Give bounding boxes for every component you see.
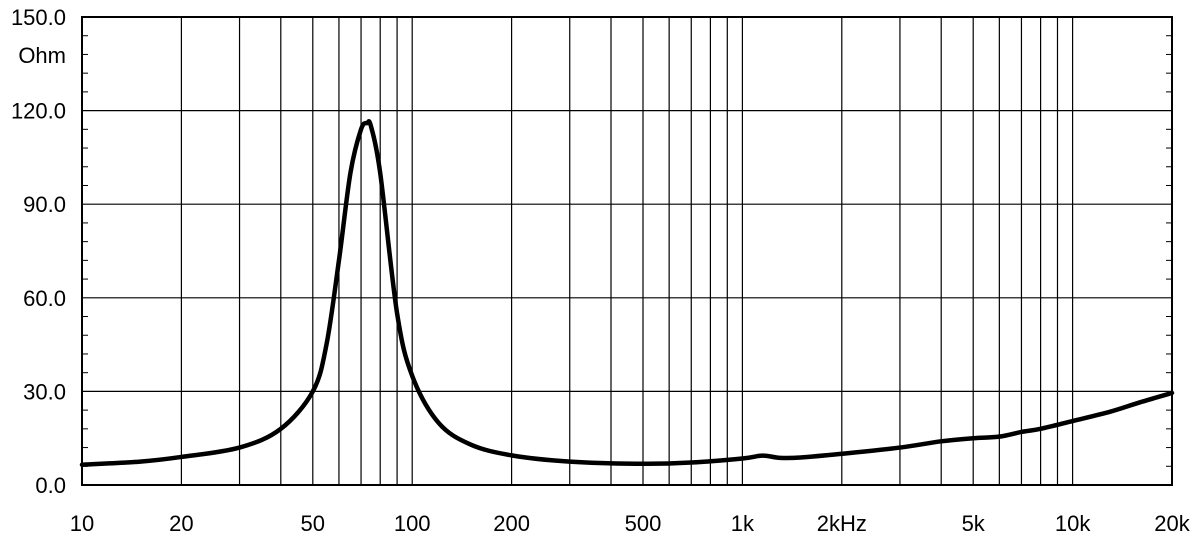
y-tick-label: 60.0: [23, 286, 66, 311]
y-axis-tick-labels: 0.0 30.0 60.0 90.0 120.0 150.0: [11, 5, 66, 498]
y-tick-label: 120.0: [11, 99, 66, 124]
impedance-series-line: [79, 119, 1175, 467]
y-tick-label: 30.0: [23, 379, 66, 404]
x-tick-label: 10: [70, 511, 94, 536]
x-tick-label: 10k: [1055, 511, 1091, 536]
y-tick-label: 150.0: [11, 5, 66, 30]
x-tick-label: 1k: [731, 511, 755, 536]
plot-frame: [81, 16, 1173, 486]
x-tick-label: 100: [394, 511, 431, 536]
x-tick-label: 5k: [962, 511, 986, 536]
x-tick-label: 20: [169, 511, 193, 536]
x-tick-label: 500: [625, 511, 662, 536]
x-tick-label: 50: [301, 511, 325, 536]
x-tick-label: 2kHz: [817, 511, 867, 536]
x-tick-label: 200: [493, 511, 530, 536]
x-axis-tick-labels: 10 20 50 100 200 500 1k 2kHz 5k 10k 20k: [70, 511, 1191, 536]
y-axis-unit-label: Ohm: [18, 43, 66, 68]
y-tick-label: 0.0: [35, 473, 66, 498]
grid: [82, 17, 1172, 485]
series-group: [79, 119, 1175, 467]
y-tick-label: 90.0: [23, 192, 66, 217]
minor-y-ticks: [82, 35, 1172, 467]
x-tick-label: 20k: [1154, 511, 1190, 536]
